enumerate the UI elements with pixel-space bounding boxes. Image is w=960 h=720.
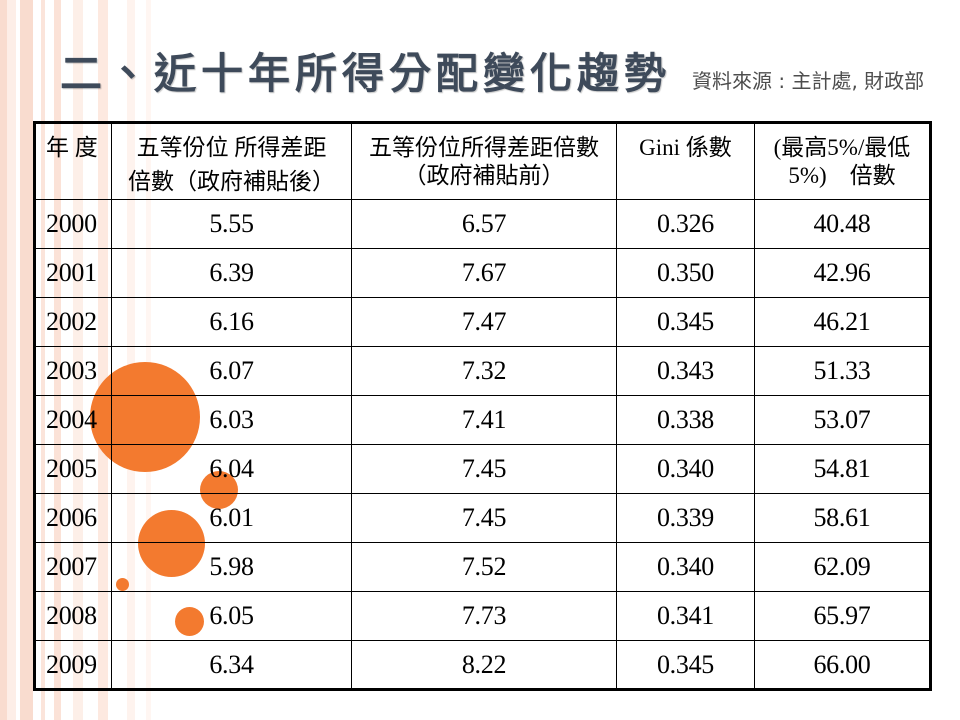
table-row: 2008 6.05 7.73 0.341 65.97 xyxy=(34,591,931,641)
header-line: 五等份位所得差距倍數 xyxy=(369,135,599,160)
header-top-bottom-5pct-ratio: (最高5%/最低 5%) 倍數 xyxy=(754,122,931,200)
cell-ratio-before-subsidy: 7.41 xyxy=(351,395,617,445)
table-row: 2005 6.04 7.45 0.340 54.81 xyxy=(34,444,931,494)
cell-ratio-after-subsidy: 6.05 xyxy=(111,591,352,641)
cell-year: 2004 xyxy=(34,395,112,445)
cell-year: 2002 xyxy=(34,297,112,347)
cell-year: 2003 xyxy=(34,346,112,396)
cell-ratio-after-subsidy: 6.34 xyxy=(111,640,352,690)
table-row: 2009 6.34 8.22 0.345 66.00 xyxy=(34,640,931,690)
table-row: 2004 6.03 7.41 0.338 53.07 xyxy=(34,395,931,445)
cell-gini: 0.350 xyxy=(616,248,755,298)
table-header-row: 年 度 五等份位 所得差距 倍數（政府補貼後） 五等份位所得差距倍數 （政府補貼… xyxy=(34,122,931,200)
cell-year: 2006 xyxy=(34,493,112,543)
cell-top-bottom-5pct-ratio: 58.61 xyxy=(754,493,931,543)
header-line: (最高5%/最低 xyxy=(773,135,911,160)
cell-year: 2009 xyxy=(34,640,112,690)
cell-gini: 0.339 xyxy=(616,493,755,543)
cell-gini: 0.326 xyxy=(616,199,755,249)
table-row: 2002 6.16 7.47 0.345 46.21 xyxy=(34,297,931,347)
cell-top-bottom-5pct-ratio: 40.48 xyxy=(754,199,931,249)
cell-ratio-before-subsidy: 6.57 xyxy=(351,199,617,249)
cell-top-bottom-5pct-ratio: 62.09 xyxy=(754,542,931,592)
header-gini-coefficient: Gini 係數 xyxy=(616,122,755,200)
data-source-note: 資料來源 : 主計處, 財政部 xyxy=(692,69,925,93)
cell-top-bottom-5pct-ratio: 46.21 xyxy=(754,297,931,347)
income-distribution-table: 年 度 五等份位 所得差距 倍數（政府補貼後） 五等份位所得差距倍數 （政府補貼… xyxy=(33,121,932,691)
cell-ratio-after-subsidy: 6.39 xyxy=(111,248,352,298)
cell-ratio-after-subsidy: 5.98 xyxy=(111,542,352,592)
header-line: Gini 係數 xyxy=(639,135,732,160)
cell-gini: 0.341 xyxy=(616,591,755,641)
cell-gini: 0.345 xyxy=(616,640,755,690)
header-line: 倍數（政府補貼後） xyxy=(128,169,335,194)
slide-title: 二、近十年所得分配變化趨勢 xyxy=(60,49,672,98)
header-line: 年 度 xyxy=(46,135,98,160)
table-row: 2001 6.39 7.67 0.350 42.96 xyxy=(34,248,931,298)
cell-ratio-after-subsidy: 6.04 xyxy=(111,444,352,494)
header-quintile-ratio-after-subsidy: 五等份位 所得差距 倍數（政府補貼後） xyxy=(111,122,352,200)
cell-ratio-after-subsidy: 6.07 xyxy=(111,346,352,396)
table-row: 2003 6.07 7.32 0.343 51.33 xyxy=(34,346,931,396)
cell-year: 2008 xyxy=(34,591,112,641)
cell-year: 2005 xyxy=(34,444,112,494)
cell-gini: 0.343 xyxy=(616,346,755,396)
cell-ratio-after-subsidy: 5.55 xyxy=(111,199,352,249)
cell-ratio-before-subsidy: 7.67 xyxy=(351,248,617,298)
cell-ratio-after-subsidy: 6.16 xyxy=(111,297,352,347)
table-row: 2007 5.98 7.52 0.340 62.09 xyxy=(34,542,931,592)
cell-year: 2001 xyxy=(34,248,112,298)
header-line: 五等份位 所得差距 xyxy=(136,135,327,160)
cell-top-bottom-5pct-ratio: 66.00 xyxy=(754,640,931,690)
cell-top-bottom-5pct-ratio: 53.07 xyxy=(754,395,931,445)
cell-top-bottom-5pct-ratio: 65.97 xyxy=(754,591,931,641)
header-line: 5%) 倍數 xyxy=(788,163,896,188)
cell-ratio-before-subsidy: 8.22 xyxy=(351,640,617,690)
header-line: （政府補貼前） xyxy=(403,163,565,188)
cell-ratio-after-subsidy: 6.01 xyxy=(111,493,352,543)
cell-gini: 0.340 xyxy=(616,542,755,592)
cell-gini: 0.338 xyxy=(616,395,755,445)
cell-gini: 0.340 xyxy=(616,444,755,494)
header-year: 年 度 xyxy=(34,122,112,200)
cell-year: 2000 xyxy=(34,199,112,249)
cell-ratio-before-subsidy: 7.45 xyxy=(351,444,617,494)
cell-ratio-before-subsidy: 7.32 xyxy=(351,346,617,396)
header-quintile-ratio-before-subsidy: 五等份位所得差距倍數 （政府補貼前） xyxy=(351,122,617,200)
cell-ratio-before-subsidy: 7.45 xyxy=(351,493,617,543)
table-row: 2000 5.55 6.57 0.326 40.48 xyxy=(34,199,931,249)
table-row: 2006 6.01 7.45 0.339 58.61 xyxy=(34,493,931,543)
cell-top-bottom-5pct-ratio: 51.33 xyxy=(754,346,931,396)
cell-top-bottom-5pct-ratio: 54.81 xyxy=(754,444,931,494)
cell-ratio-before-subsidy: 7.73 xyxy=(351,591,617,641)
cell-top-bottom-5pct-ratio: 42.96 xyxy=(754,248,931,298)
cell-year: 2007 xyxy=(34,542,112,592)
cell-ratio-before-subsidy: 7.52 xyxy=(351,542,617,592)
cell-ratio-before-subsidy: 7.47 xyxy=(351,297,617,347)
cell-gini: 0.345 xyxy=(616,297,755,347)
cell-ratio-after-subsidy: 6.03 xyxy=(111,395,352,445)
